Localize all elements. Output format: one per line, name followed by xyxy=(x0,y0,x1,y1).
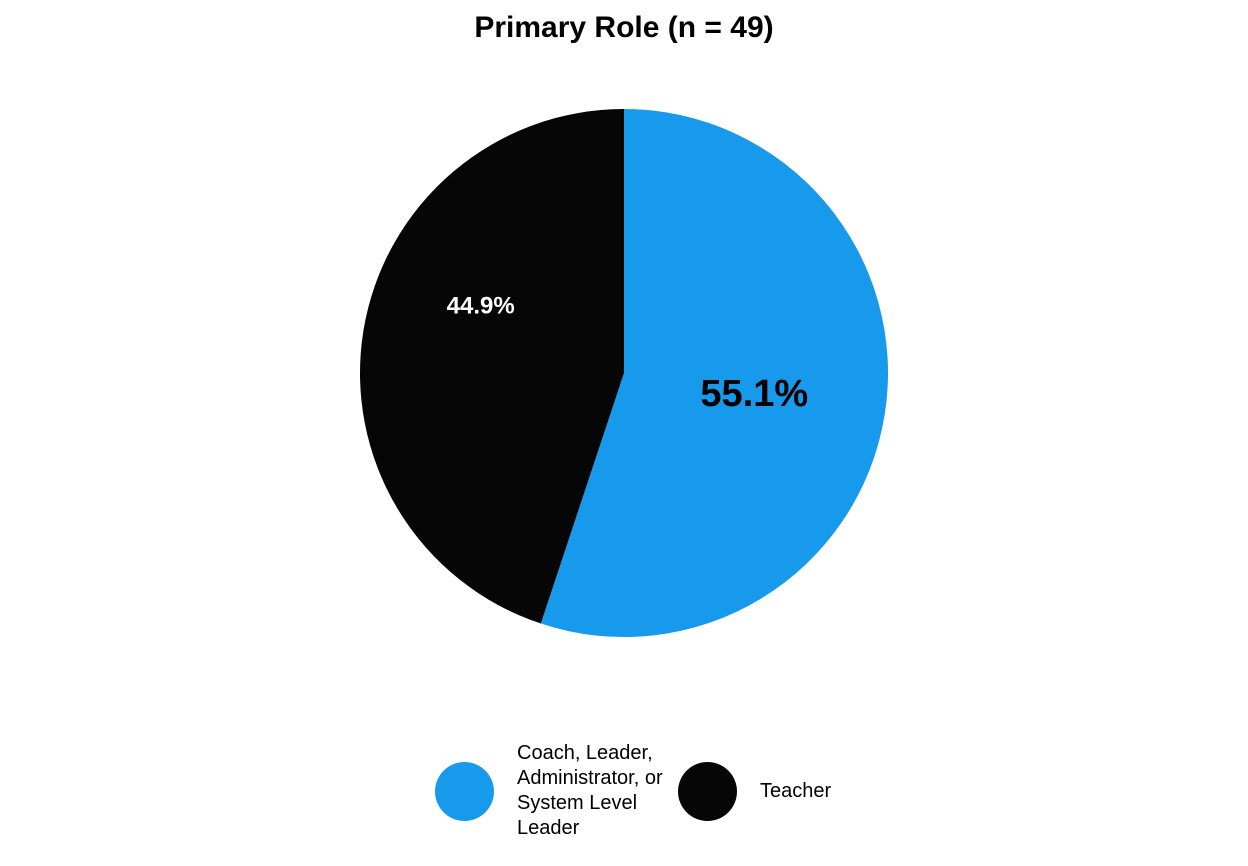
pie-slice-teacher xyxy=(359,109,624,624)
pie-slice-coach-leader xyxy=(540,109,888,637)
legend-item-coach-leader: Coach, Leader, Administrator, or System … xyxy=(435,716,667,866)
pie-slice-labels: 55.1% 44.9% xyxy=(447,292,809,415)
legend-item-teacher: Teacher xyxy=(678,762,831,821)
legend-swatch-teacher xyxy=(678,762,737,821)
slice-label-coach-leader: 55.1% xyxy=(700,373,808,415)
slice-label-teacher: 44.9% xyxy=(447,292,515,319)
legend-label-teacher: Teacher xyxy=(760,780,832,802)
chart-title: Primary Role (n = 49) xyxy=(474,11,774,44)
legend-swatch-coach-leader xyxy=(435,761,494,821)
pie-slices xyxy=(359,109,888,637)
legend-label-coach-leader: Coach, Leader, Administrator, or System … xyxy=(517,742,663,839)
